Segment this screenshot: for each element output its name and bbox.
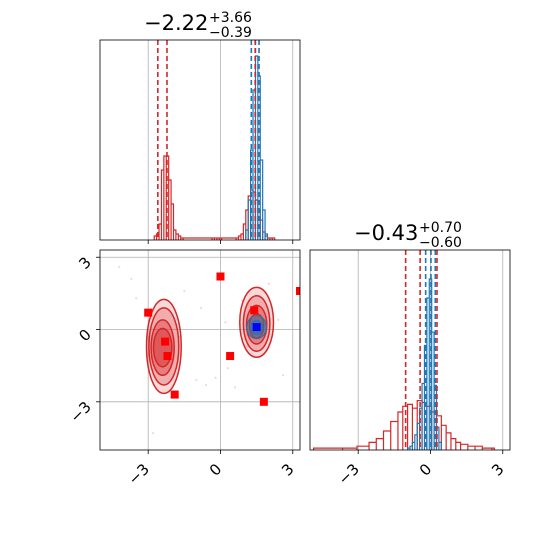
p3-xtick-label-2: 3 <box>488 460 507 479</box>
panel-param1-frame <box>99 39 301 241</box>
faint-point-12 <box>277 318 280 321</box>
p2-ytick-label-1: 0 <box>75 326 94 345</box>
panel-2d-markers <box>144 272 300 406</box>
faint-point-7 <box>214 376 217 379</box>
blue-marker-0 <box>252 323 261 332</box>
title-param1-minus: −0.39 <box>209 25 252 41</box>
title-param2-plus: +0.70 <box>419 220 462 236</box>
faint-point-1 <box>130 277 133 280</box>
faint-point-4 <box>183 289 186 292</box>
p3-xtick-label-0: −3 <box>335 460 363 488</box>
panel-param1-histograms <box>153 55 276 240</box>
title-param1-median: −2.22 <box>144 11 208 35</box>
panel-2d-frame <box>99 249 301 451</box>
p2-xtick-label-2: 3 <box>278 460 297 479</box>
red-marker-1 <box>161 337 170 346</box>
p2-xtick-label-1: 0 <box>206 460 225 479</box>
title-param2: −0.43 +0.70 −0.60 <box>354 220 462 251</box>
faint-point-15 <box>200 306 203 309</box>
panel-param1-grid <box>147 40 294 240</box>
faint-point-16 <box>224 321 227 324</box>
faint-point-0 <box>118 265 121 268</box>
faint-point-6 <box>205 383 208 386</box>
title-param1: −2.22 +3.66 −0.39 <box>144 10 252 41</box>
red-marker-7 <box>259 397 268 406</box>
faint-point-2 <box>135 297 138 300</box>
faint-point-5 <box>195 379 198 382</box>
title-param2-median: −0.43 <box>354 221 418 245</box>
p2-ytick-label-0: −3 <box>66 398 94 426</box>
red-marker-6 <box>250 306 259 315</box>
panel-2d-ticks: −3 0 3 −3 0 3 <box>66 253 297 488</box>
title-param1-plus: +3.66 <box>209 10 252 26</box>
param2-red-histogram <box>313 400 495 450</box>
faint-point-9 <box>233 386 236 389</box>
faint-point-8 <box>226 367 229 370</box>
red-marker-3 <box>170 390 179 399</box>
panel-2d-scatter: −3 0 3 −3 0 3 <box>66 249 301 488</box>
param1-red-histogram <box>153 155 276 240</box>
panel-2d-grid <box>100 250 300 450</box>
red-marker-0 <box>144 308 153 317</box>
faint-point-17 <box>267 282 270 285</box>
p2-ytick-label-2: 3 <box>75 253 94 272</box>
p3-xtick-label-1: 0 <box>416 460 435 479</box>
param1-blue-histogram <box>245 55 269 240</box>
faint-point-13 <box>282 374 285 377</box>
red-marker-2 <box>163 352 172 361</box>
panel-param1-quantile-lines <box>157 40 260 240</box>
title-param2-minus: −0.60 <box>419 235 462 251</box>
panel-param2-histograms <box>313 278 495 450</box>
faint-point-11 <box>245 345 248 348</box>
panel-param1-ticks <box>147 240 294 244</box>
faint-point-14 <box>152 432 155 435</box>
panel-param2-frame <box>309 249 511 451</box>
panel-param2-quantile-lines <box>404 250 438 450</box>
panel-param1-hist <box>99 39 301 244</box>
p2-xtick-label-0: −3 <box>125 460 153 488</box>
red-contour-3 <box>152 327 173 368</box>
red-marker-5 <box>226 352 235 361</box>
panel-param2-hist: −3 0 3 <box>309 249 511 488</box>
panel-2d-faint-points <box>118 265 285 435</box>
red-marker-8 <box>296 286 300 295</box>
panel-param2-ticks: −3 0 3 <box>335 450 508 488</box>
red-marker-4 <box>216 272 225 281</box>
